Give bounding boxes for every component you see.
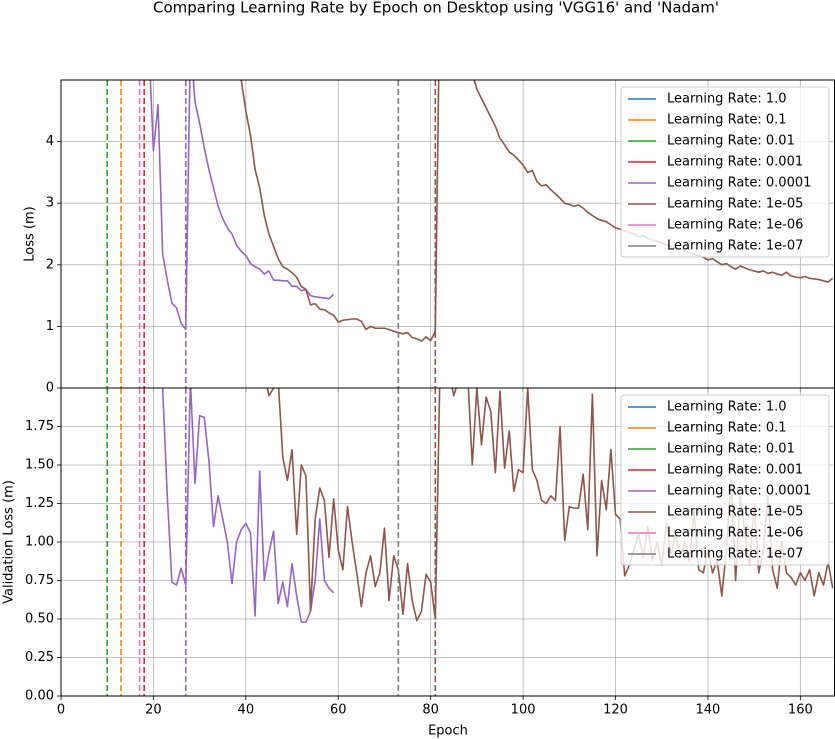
legend-label: Learning Rate: 0.01 (667, 134, 795, 149)
legend-label: Learning Rate: 1e-07 (667, 239, 803, 254)
x-tick-label: 120 (603, 703, 628, 718)
legend-label: Learning Rate: 0.1 (667, 421, 787, 436)
legend-label: Learning Rate: 1e-05 (667, 197, 803, 212)
x-tick-label: 80 (422, 703, 439, 718)
y-tick-label: 1 (46, 319, 54, 334)
legend-label: Learning Rate: 0.001 (667, 155, 803, 170)
legend-label: Learning Rate: 1.0 (667, 92, 787, 107)
legend: Learning Rate: 1.0 Learning Rate: 0.1 Lear… (620, 394, 830, 566)
y-axis-label: Loss (m) (23, 206, 38, 261)
y-tick-label: 1.50 (25, 458, 54, 473)
x-tick-label: 40 (238, 703, 255, 718)
y-tick-label: 0 (46, 381, 54, 396)
x-tick-label: 140 (696, 703, 721, 718)
figure-title: Comparing Learning Rate by Epoch on Desk… (153, 0, 719, 17)
legend-label: Learning Rate: 1.0 (667, 400, 787, 415)
x-axis-label: Epoch (428, 724, 468, 739)
x-tick-label: 160 (788, 703, 813, 718)
legend-label: Learning Rate: 1e-06 (667, 218, 803, 233)
y-tick-label: 4 (46, 134, 54, 149)
axes: 0 20 40 60 80 100 120 140 160 0.00 0.25 0.50 0.75 1.0… (2, 387, 835, 739)
y-tick-label: 1.25 (25, 496, 54, 511)
legend-label: Learning Rate: 1e-05 (667, 505, 803, 520)
x-tick-label: 60 (330, 703, 347, 718)
legend-box (620, 394, 830, 566)
legend-label: Learning Rate: 0.01 (667, 442, 795, 457)
legend-label: Learning Rate: 0.1 (667, 113, 787, 128)
y-tick-label: 2 (46, 257, 54, 272)
legend-label: Learning Rate: 0.001 (667, 463, 803, 478)
legend-label: Learning Rate: 0.0001 (667, 484, 811, 499)
x-tick-label: 0 (57, 703, 65, 718)
x-tick-label: 100 (511, 703, 536, 718)
y-tick-label: 0.75 (25, 573, 54, 588)
legend-label: Learning Rate: 0.0001 (667, 176, 811, 191)
y-tick-label: 1.00 (25, 535, 54, 550)
y-tick-label: 0.00 (25, 689, 54, 704)
plot-area (106, 80, 834, 388)
legend-label: Learning Rate: 1e-06 (667, 526, 803, 541)
legend-label: Learning Rate: 1e-07 (667, 547, 803, 562)
series-line (161, 388, 335, 623)
y-axis-label: Validation Loss (m) (2, 480, 17, 604)
legend-box (620, 86, 830, 258)
y-tick-label: 1.75 (25, 419, 54, 434)
legend: Learning Rate: 1.0 Learning Rate: 0.1 Lear… (620, 86, 830, 258)
y-tick-label: 0.50 (25, 612, 54, 627)
y-tick-label: 0.25 (25, 650, 54, 665)
series-line (149, 80, 335, 331)
x-tick-label: 20 (145, 703, 162, 718)
series-line (240, 80, 834, 342)
y-tick-label: 3 (46, 196, 54, 211)
